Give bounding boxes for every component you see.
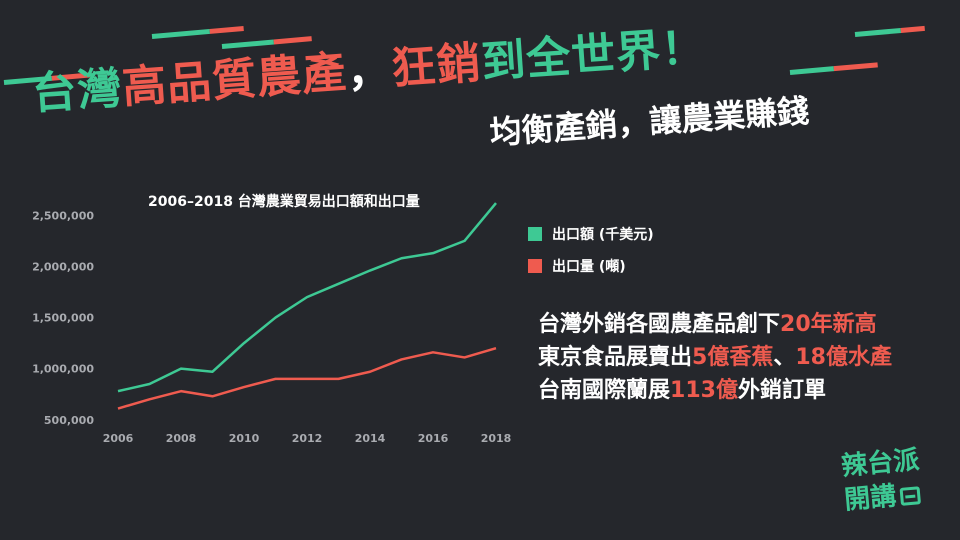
fact-text: 台灣外銷各國農產品創下 <box>538 312 781 337</box>
y-tick-label: 2,500,000 <box>32 209 94 222</box>
y-tick-label: 500,000 <box>44 414 94 427</box>
fact-highlight: 20年新高 <box>780 312 877 337</box>
fact-text: 台南國際蘭展 <box>538 378 671 403</box>
fact-text: 外銷訂單 <box>737 378 826 403</box>
brand-logo: 辣台派 開講 <box>840 443 924 518</box>
fact-line-2: 東京食品展賣出5億香蕉、18億水產 <box>538 341 892 374</box>
x-tick-label: 2018 <box>481 432 512 445</box>
fact-highlight: 5億香蕉 <box>692 345 774 370</box>
fact-line-3: 台南國際蘭展113億外銷訂單 <box>538 374 892 407</box>
fact-text: 、 <box>773 345 796 370</box>
fact-line-1: 台灣外銷各國農產品創下20年新高 <box>538 308 892 341</box>
fact-text: 東京食品展賣出 <box>538 345 693 370</box>
x-tick-label: 2006 <box>103 432 134 445</box>
y-tick-label: 2,000,000 <box>32 260 94 273</box>
x-tick-label: 2014 <box>355 432 386 445</box>
fact-highlight: 113億 <box>670 378 738 403</box>
y-tick-label: 1,500,000 <box>32 312 94 325</box>
series-line-1 <box>117 347 497 410</box>
x-tick-label: 2010 <box>229 432 260 445</box>
x-tick-label: 2016 <box>418 432 449 445</box>
legend-item-export-volume: 出口量 (噸) <box>528 256 626 276</box>
fact-highlight: 18億水產 <box>795 345 892 370</box>
facts-block: 台灣外銷各國農產品創下20年新高 東京食品展賣出5億香蕉、18億水產 台南國際蘭… <box>538 308 892 407</box>
series-line-0 <box>117 202 497 393</box>
brand-mark-icon <box>899 486 922 506</box>
legend-label: 出口量 (噸) <box>552 259 626 275</box>
chart-title: 2006–2018 台灣農業貿易出口額和出口量 <box>148 194 420 210</box>
y-tick-label: 1,000,000 <box>32 363 94 376</box>
legend-swatch-green <box>528 227 542 241</box>
legend-item-export-value: 出口額 (千美元) <box>528 224 654 244</box>
x-tick-label: 2008 <box>166 432 197 445</box>
brand-line-2: 開講 <box>843 477 924 518</box>
legend-swatch-red <box>528 259 542 273</box>
legend-label: 出口額 (千美元) <box>552 227 654 243</box>
brand-text: 開講 <box>843 481 898 516</box>
x-tick-label: 2012 <box>292 432 323 445</box>
